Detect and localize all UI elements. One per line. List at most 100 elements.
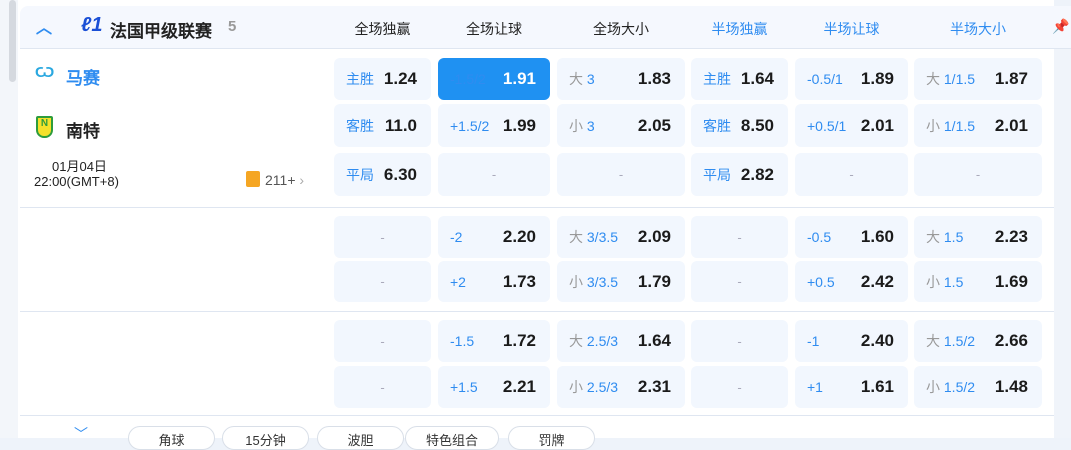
empty-odds: - xyxy=(380,379,385,395)
league-header xyxy=(20,6,1071,49)
market-tab[interactable]: 波胆 xyxy=(317,426,404,450)
collapse-icon[interactable]: ︿ xyxy=(36,20,53,37)
market-tab[interactable]: 角球 xyxy=(128,426,215,450)
line-value: 1.5 xyxy=(943,273,964,290)
match-time: 22:00(GMT+8) xyxy=(34,174,119,189)
pin-icon[interactable]: 📌 xyxy=(1052,18,1070,34)
odds-cell[interactable]: 大 1.5 2.23 xyxy=(914,216,1042,258)
odds-cell[interactable]: 平局 6.30 xyxy=(334,153,431,196)
divider xyxy=(20,415,1054,416)
odds-value: 2.40 xyxy=(860,331,894,350)
empty-odds: - xyxy=(380,333,385,349)
odds-value: 1.60 xyxy=(860,227,894,246)
empty-odds: - xyxy=(618,167,624,182)
home-team[interactable]: 马赛 xyxy=(66,69,100,88)
line-value: 3 xyxy=(586,71,595,87)
odds-cell[interactable]: 大 3/3.5 2.09 xyxy=(557,216,685,258)
away-team[interactable]: 南特 xyxy=(66,122,100,141)
empty-odds: - xyxy=(737,274,742,289)
odds-cell[interactable]: 小 1.5 1.69 xyxy=(914,261,1042,302)
column-header: 全场让球 xyxy=(466,21,522,37)
odds-value: 1.61 xyxy=(860,377,894,396)
odds-cell[interactable]: - xyxy=(795,153,908,196)
odds-cell[interactable]: -0.5 1.60 xyxy=(795,216,908,258)
odds-cell[interactable]: - xyxy=(334,366,431,408)
odds-cell[interactable]: 大 3 1.83 xyxy=(557,58,685,100)
odds-value: 1.91 xyxy=(502,69,536,88)
away-logo-icon: N xyxy=(36,116,53,138)
odds-cell[interactable]: +2 1.73 xyxy=(438,261,550,302)
odds-value: 2.82 xyxy=(740,164,774,184)
more-markets-link[interactable]: 211+ › xyxy=(265,172,304,188)
odds-cell[interactable]: 小 1/1.5 2.01 xyxy=(914,104,1042,147)
empty-odds: - xyxy=(380,274,385,289)
empty-odds: - xyxy=(491,167,497,182)
odds-cell[interactable]: 客胜 11.0 xyxy=(334,104,431,147)
odds-cell[interactable]: +1.5 2.21 xyxy=(438,366,550,408)
chevron-right-icon: › xyxy=(299,172,305,188)
odds-value: 8.50 xyxy=(740,115,774,135)
odds-value: 2.05 xyxy=(637,115,671,135)
odds-value: 1.79 xyxy=(637,271,671,291)
market-tab[interactable]: 15分钟 xyxy=(222,426,309,450)
column-header: 半场独赢 xyxy=(711,21,768,37)
empty-odds: - xyxy=(737,229,742,245)
odds-cell[interactable]: 小 2.5/3 2.31 xyxy=(557,366,685,408)
more-markets-count: 211+ xyxy=(265,172,296,188)
odds-cell[interactable]: 小 1.5/2 1.48 xyxy=(914,366,1042,408)
side-label: 小 xyxy=(569,379,583,395)
odds-cell[interactable]: - xyxy=(914,153,1042,196)
stats-icon xyxy=(246,171,260,187)
line-value: 3/3.5 xyxy=(586,229,619,245)
odds-cell[interactable]: 主胜 1.64 xyxy=(691,58,788,100)
market-tab[interactable]: 特色组合 xyxy=(405,426,499,450)
odds-cell[interactable]: 客胜 8.50 xyxy=(691,104,788,147)
odds-cell[interactable]: -2 2.20 xyxy=(438,216,550,258)
odds-value: 2.42 xyxy=(860,271,894,291)
expand-icon[interactable]: ﹀ xyxy=(74,426,88,442)
handicap-value: -0.5 xyxy=(807,229,832,245)
odds-cell[interactable]: 小 3 2.05 xyxy=(557,104,685,147)
odds-cell[interactable]: - xyxy=(334,320,431,362)
odds-cell[interactable]: -1.5 1.72 xyxy=(438,320,550,362)
odds-cell[interactable]: - xyxy=(691,216,788,258)
line-value: 2.5/3 xyxy=(586,333,619,349)
odds-cell[interactable]: 大 2.5/3 1.64 xyxy=(557,320,685,362)
odds-value: 1.89 xyxy=(860,69,894,88)
scrollbar[interactable] xyxy=(9,0,16,82)
empty-odds: - xyxy=(737,333,742,349)
odds-value: 1.24 xyxy=(383,69,417,88)
odds-value: 1.73 xyxy=(502,271,536,291)
outcome-label: 平局 xyxy=(346,166,374,183)
odds-cell[interactable]: - xyxy=(438,153,550,196)
odds-cell[interactable]: - xyxy=(691,320,788,362)
column-header: 半场大小 xyxy=(950,21,1006,37)
odds-cell[interactable]: +1 1.61 xyxy=(795,366,908,408)
odds-cell[interactable]: - xyxy=(334,216,431,258)
odds-cell[interactable]: - xyxy=(691,366,788,408)
odds-cell[interactable]: - xyxy=(334,261,431,302)
odds-cell[interactable]: +0.5/1 2.01 xyxy=(795,104,908,147)
odds-cell[interactable]: -1.5/2 1.91 xyxy=(438,58,550,100)
handicap-value: -1.5 xyxy=(450,333,475,349)
side-label: 大 xyxy=(569,71,583,87)
odds-cell[interactable]: +0.5 2.42 xyxy=(795,261,908,302)
odds-cell[interactable]: 小 3/3.5 1.79 xyxy=(557,261,685,302)
odds-cell[interactable]: +1.5/2 1.99 xyxy=(438,104,550,147)
odds-cell[interactable]: 大 1.5/2 2.66 xyxy=(914,320,1042,362)
market-tab[interactable]: 罚牌 xyxy=(508,426,595,450)
odds-value: 1.99 xyxy=(502,115,536,135)
odds-cell[interactable]: - xyxy=(557,153,685,196)
odds-cell[interactable]: - xyxy=(691,261,788,302)
side-label: 大 xyxy=(926,71,940,87)
odds-cell[interactable]: 大 1/1.5 1.87 xyxy=(914,58,1042,100)
odds-cell[interactable]: 主胜 1.24 xyxy=(334,58,431,100)
odds-cell[interactable]: 平局 2.82 xyxy=(691,153,788,196)
line-value: 1.5/2 xyxy=(943,333,976,349)
odds-cell[interactable]: -0.5/1 1.89 xyxy=(795,58,908,100)
home-logo-icon: Ѡ xyxy=(35,64,55,81)
handicap-value: -0.5/1 xyxy=(807,71,843,87)
side-label: 小 xyxy=(926,379,940,395)
odds-cell[interactable]: -1 2.40 xyxy=(795,320,908,362)
outcome-label: 主胜 xyxy=(346,71,374,87)
